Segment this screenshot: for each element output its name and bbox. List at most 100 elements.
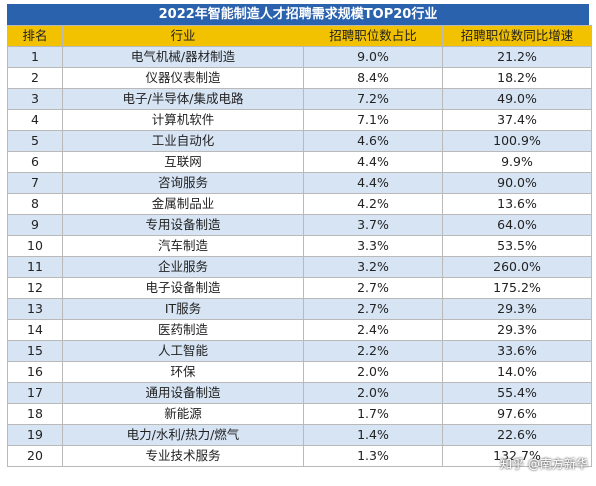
table-row: 1 电气机械/器材制造 9.0% 21.2% — [7, 46, 592, 68]
cell-rank: 15 — [7, 340, 63, 362]
cell-share: 8.4% — [303, 67, 443, 89]
cell-rank: 20 — [7, 445, 63, 467]
cell-industry: 电气机械/器材制造 — [62, 46, 304, 68]
cell-rank: 9 — [7, 214, 63, 236]
cell-share: 4.2% — [303, 193, 443, 215]
table-row: 12 电子设备制造 2.7% 175.2% — [7, 277, 592, 299]
table-row: 6 互联网 4.4% 9.9% — [7, 151, 592, 173]
cell-rank: 8 — [7, 193, 63, 215]
cell-rank: 5 — [7, 130, 63, 152]
cell-industry: 电力/水利/热力/燃气 — [62, 424, 304, 446]
cell-industry: 金属制品业 — [62, 193, 304, 215]
cell-share: 1.3% — [303, 445, 443, 467]
cell-growth: 37.4% — [442, 109, 592, 131]
table-row: 19 电力/水利/热力/燃气 1.4% 22.6% — [7, 424, 592, 446]
cell-share: 7.2% — [303, 88, 443, 110]
table-row: 7 咨询服务 4.4% 90.0% — [7, 172, 592, 194]
cell-growth: 22.6% — [442, 424, 592, 446]
cell-share: 2.2% — [303, 340, 443, 362]
cell-share: 1.7% — [303, 403, 443, 425]
cell-share: 2.0% — [303, 361, 443, 383]
cell-rank: 3 — [7, 88, 63, 110]
cell-industry: 电子/半导体/集成电路 — [62, 88, 304, 110]
cell-share: 2.7% — [303, 277, 443, 299]
cell-rank: 13 — [7, 298, 63, 320]
cell-industry: 通用设备制造 — [62, 382, 304, 404]
cell-growth: 100.9% — [442, 130, 592, 152]
table-row: 2 仪器仪表制造 8.4% 18.2% — [7, 67, 592, 89]
table-row: 16 环保 2.0% 14.0% — [7, 361, 592, 383]
table-title: 2022年智能制造人才招聘需求规模TOP20行业 — [7, 4, 589, 25]
cell-rank: 16 — [7, 361, 63, 383]
cell-growth: 18.2% — [442, 67, 592, 89]
cell-industry: 咨询服务 — [62, 172, 304, 194]
table-container: 2022年智能制造人才招聘需求规模TOP20行业 排名 行业 招聘职位数占比 招… — [7, 4, 592, 467]
cell-growth: 21.2% — [442, 46, 592, 68]
watermark: 知乎 @南方新华 — [500, 457, 588, 471]
table-row: 9 专用设备制造 3.7% 64.0% — [7, 214, 592, 236]
cell-rank: 11 — [7, 256, 63, 278]
cell-growth: 13.6% — [442, 193, 592, 215]
table-row: 13 IT服务 2.7% 29.3% — [7, 298, 592, 320]
cell-industry: 计算机软件 — [62, 109, 304, 131]
cell-share: 7.1% — [303, 109, 443, 131]
table-body: 1 电气机械/器材制造 9.0% 21.2% 2 仪器仪表制造 8.4% 18.2% 3 电子/半… — [7, 46, 592, 467]
header-industry: 行业 — [62, 25, 304, 47]
cell-rank: 7 — [7, 172, 63, 194]
header-growth: 招聘职位数同比增速 — [442, 25, 592, 47]
table-row: 3 电子/半导体/集成电路 7.2% 49.0% — [7, 88, 592, 110]
cell-rank: 4 — [7, 109, 63, 131]
cell-share: 4.4% — [303, 172, 443, 194]
header-share: 招聘职位数占比 — [303, 25, 443, 47]
cell-rank: 14 — [7, 319, 63, 341]
cell-industry: 电子设备制造 — [62, 277, 304, 299]
data-table: 排名 行业 招聘职位数占比 招聘职位数同比增速 1 电气机械/器材制造 9.0% 21… — [7, 25, 592, 467]
cell-rank: 17 — [7, 382, 63, 404]
table-row: 15 人工智能 2.2% 33.6% — [7, 340, 592, 362]
cell-share: 3.2% — [303, 256, 443, 278]
cell-share: 9.0% — [303, 46, 443, 68]
cell-industry: IT服务 — [62, 298, 304, 320]
header-row: 排名 行业 招聘职位数占比 招聘职位数同比增速 — [7, 25, 592, 47]
cell-growth: 260.0% — [442, 256, 592, 278]
cell-growth: 55.4% — [442, 382, 592, 404]
cell-rank: 18 — [7, 403, 63, 425]
table-row: 4 计算机软件 7.1% 37.4% — [7, 109, 592, 131]
cell-growth: 97.6% — [442, 403, 592, 425]
cell-industry: 仪器仪表制造 — [62, 67, 304, 89]
table-row: 10 汽车制造 3.3% 53.5% — [7, 235, 592, 257]
cell-industry: 专用设备制造 — [62, 214, 304, 236]
cell-industry: 专业技术服务 — [62, 445, 304, 467]
cell-rank: 12 — [7, 277, 63, 299]
cell-growth: 29.3% — [442, 298, 592, 320]
cell-industry: 医药制造 — [62, 319, 304, 341]
cell-industry: 企业服务 — [62, 256, 304, 278]
cell-growth: 90.0% — [442, 172, 592, 194]
cell-rank: 19 — [7, 424, 63, 446]
cell-industry: 汽车制造 — [62, 235, 304, 257]
cell-growth: 14.0% — [442, 361, 592, 383]
table-row: 8 金属制品业 4.2% 13.6% — [7, 193, 592, 215]
cell-share: 2.4% — [303, 319, 443, 341]
header-rank: 排名 — [7, 25, 63, 47]
cell-growth: 49.0% — [442, 88, 592, 110]
cell-share: 4.4% — [303, 151, 443, 173]
cell-rank: 2 — [7, 67, 63, 89]
cell-share: 3.7% — [303, 214, 443, 236]
table-row: 5 工业自动化 4.6% 100.9% — [7, 130, 592, 152]
cell-growth: 9.9% — [442, 151, 592, 173]
table-row: 18 新能源 1.7% 97.6% — [7, 403, 592, 425]
cell-growth: 64.0% — [442, 214, 592, 236]
cell-industry: 新能源 — [62, 403, 304, 425]
cell-share: 1.4% — [303, 424, 443, 446]
cell-industry: 环保 — [62, 361, 304, 383]
cell-share: 4.6% — [303, 130, 443, 152]
cell-share: 2.0% — [303, 382, 443, 404]
table-row: 20 专业技术服务 1.3% 132.7% — [7, 445, 592, 467]
cell-rank: 10 — [7, 235, 63, 257]
cell-growth: 33.6% — [442, 340, 592, 362]
cell-share: 3.3% — [303, 235, 443, 257]
cell-rank: 1 — [7, 46, 63, 68]
cell-industry: 互联网 — [62, 151, 304, 173]
table-row: 11 企业服务 3.2% 260.0% — [7, 256, 592, 278]
